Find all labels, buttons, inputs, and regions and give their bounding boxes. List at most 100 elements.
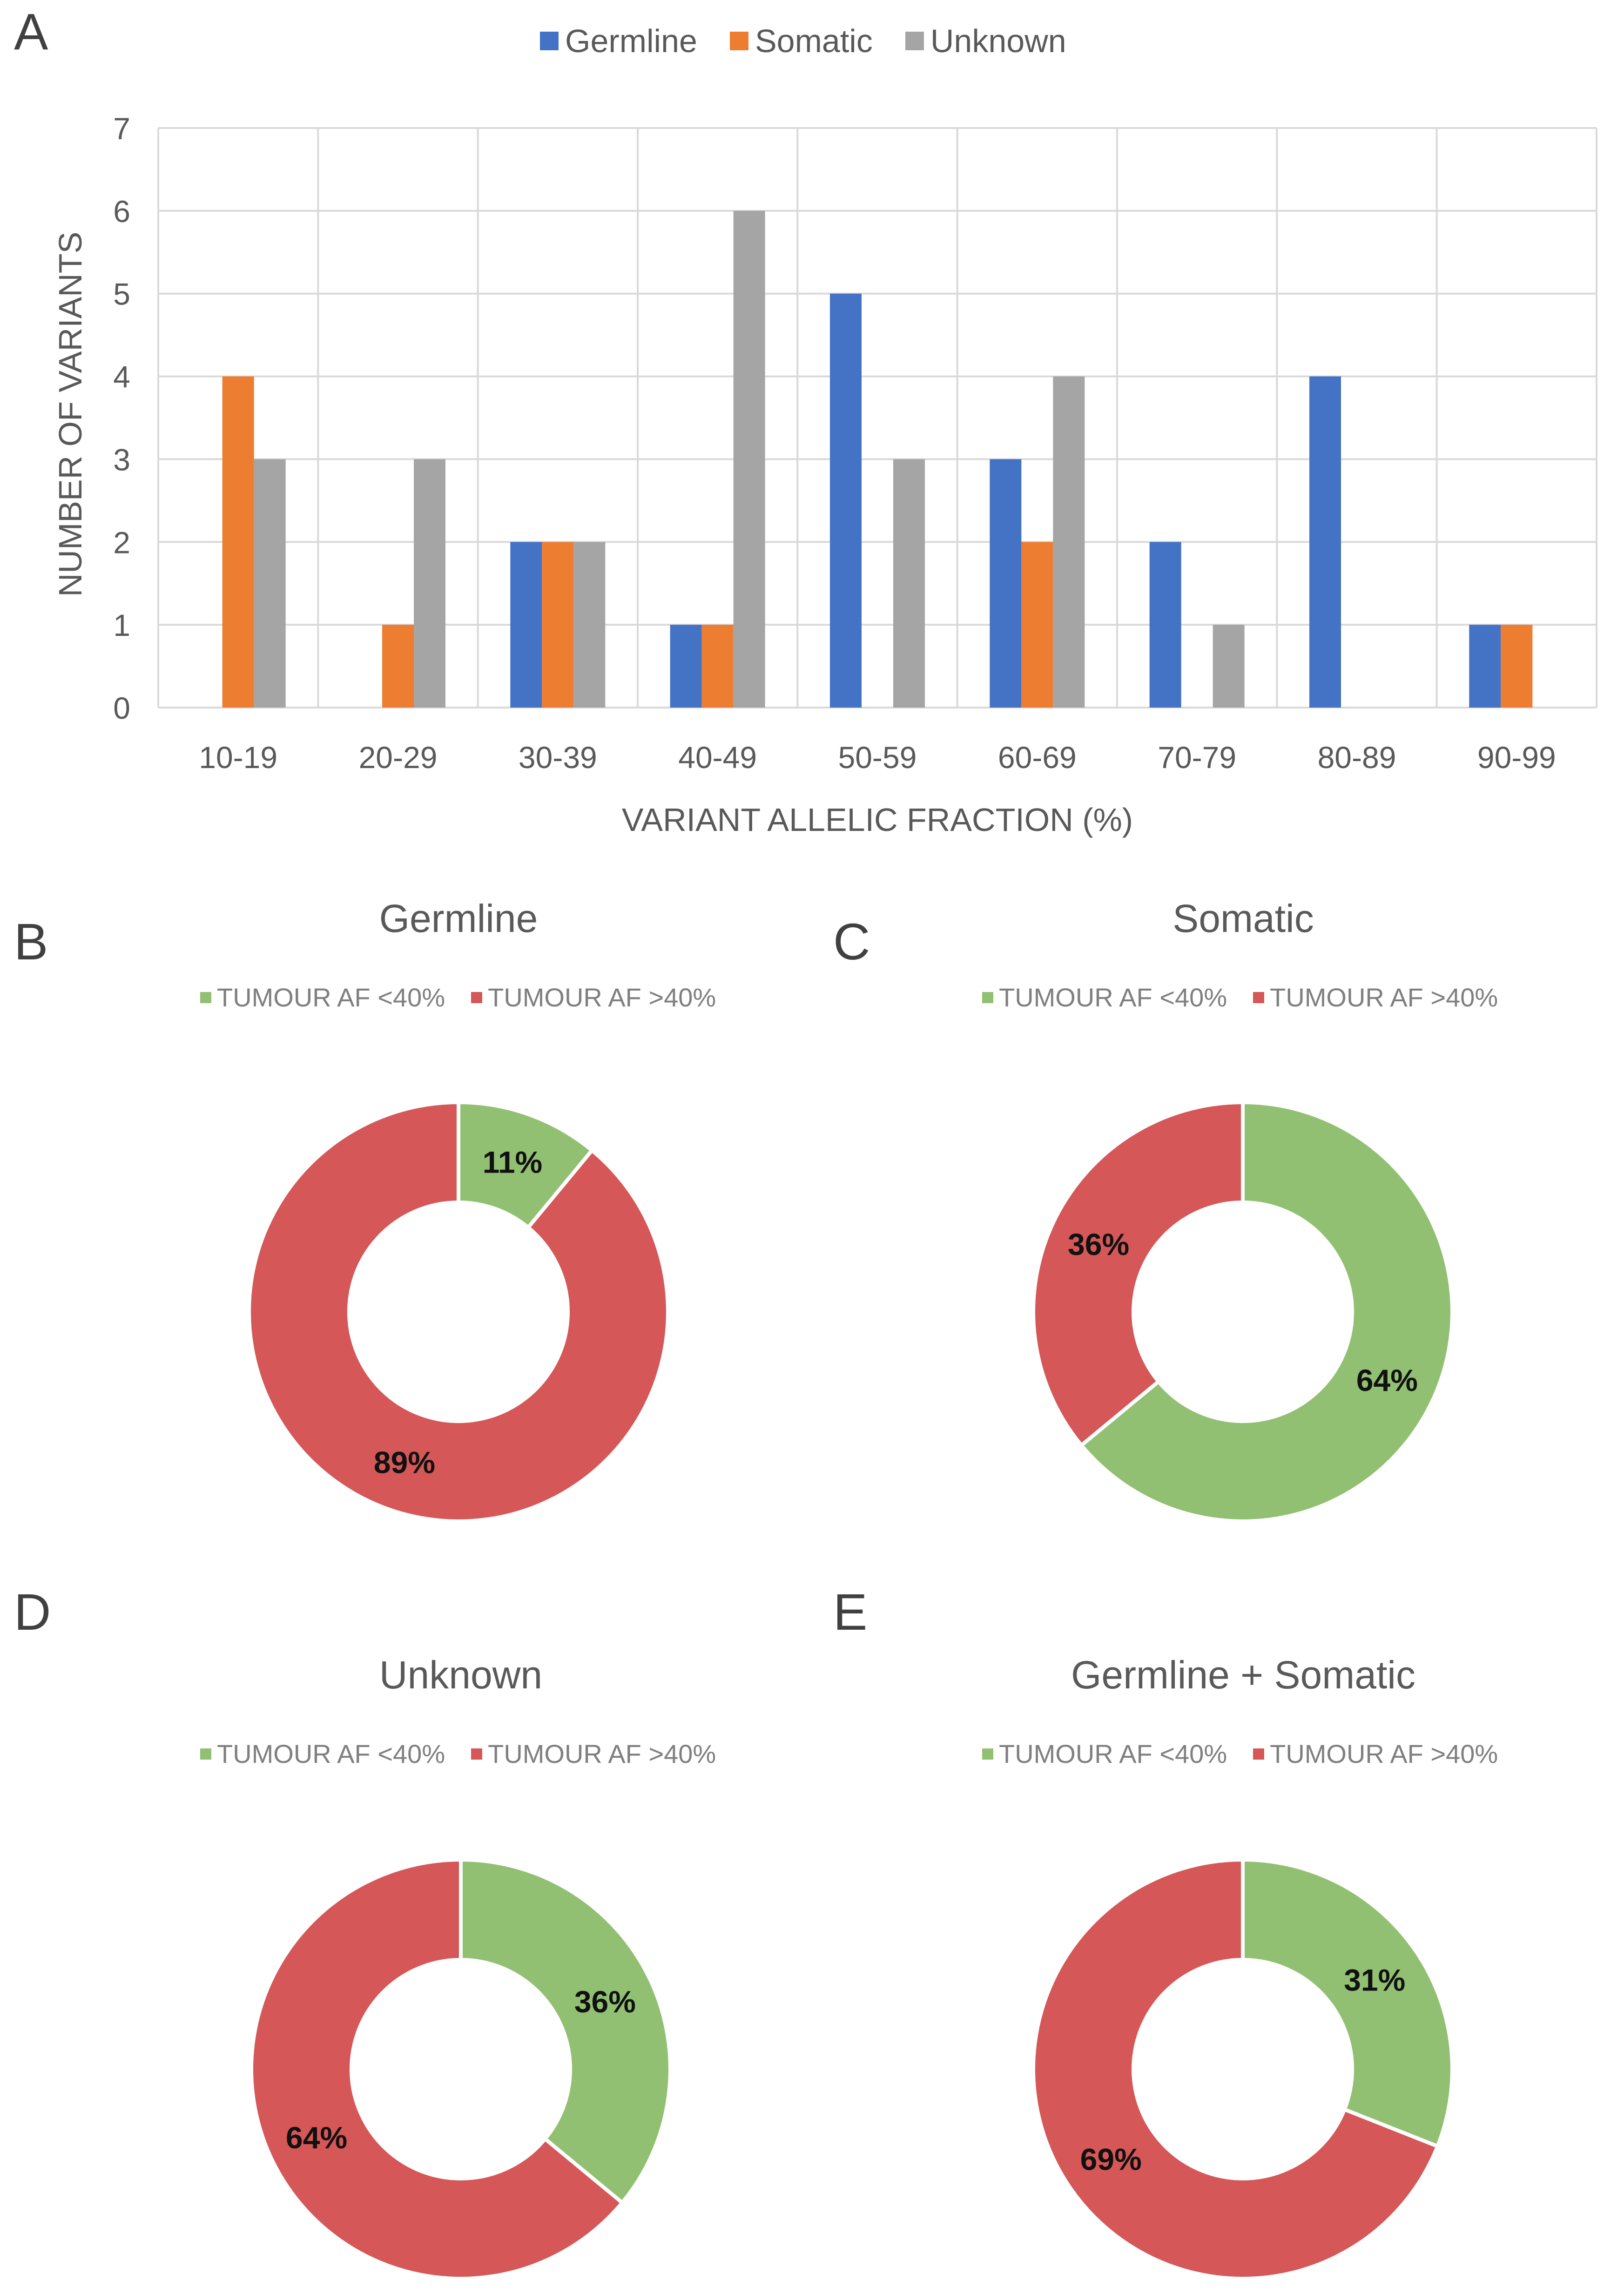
pie-title-somatic: Somatic [1173,897,1314,940]
pie-legend-item-low: TUMOUR AF <40% [200,982,445,1012]
bar-unknown [733,210,765,708]
pie-title-unknown: Unknown [379,1653,543,1697]
y-tick-label: 7 [113,111,130,146]
x-tick-label: 50-59 [838,740,917,775]
panel-letter-d: D [14,1584,51,1641]
x-axis-label: VARIANT ALLELIC FRACTION (%) [622,802,1133,838]
panel-letter-e: E [833,1584,868,1641]
bar-germline [510,542,542,708]
y-tick-label: 6 [113,194,130,229]
legend-swatch-high [471,1748,483,1760]
x-tick-label: 60-69 [998,740,1077,775]
donut-slice-af-high [1031,1857,1440,2281]
pie-legend-label-high: TUMOUR AF >40% [1270,983,1498,1012]
bar-germline [830,293,862,708]
legend-item-unknown: Unknown [905,22,1066,60]
bar-unknown [414,459,445,708]
pie-legend-item-high: TUMOUR AF >40% [1253,982,1498,1012]
panel-letter-c: C [833,913,870,971]
y-tick-label: 2 [113,525,130,560]
y-tick-label: 4 [113,360,130,394]
bar-somatic [542,542,574,708]
legend-item-somatic: Somatic [729,22,873,60]
pie-legend-unknown: TUMOUR AF <40% TUMOUR AF >40% [200,1739,716,1769]
bar-unknown [254,459,286,708]
pie-legend-germline-somatic: TUMOUR AF <40% TUMOUR AF >40% [982,1739,1498,1769]
x-tick-label: 30-39 [519,740,597,775]
donut-slice-af-low [459,1857,672,2206]
panel-letter-b: B [14,913,48,971]
legend-swatch-low [200,992,211,1003]
pie-title-germline: Germline [379,897,538,940]
donut-slice-af-low [1241,1857,1454,2149]
bar-somatic [222,376,254,708]
bar-germline [670,625,702,708]
bar-chart-ticks: 0 1 2 3 4 5 6 7 10-19 20-29 30-39 40-49 50-59 60-69 70… [113,111,1556,775]
pie-legend-label-low: TUMOUR AF <40% [217,1739,445,1768]
donut-data-label: 69% [1080,2142,1142,2177]
bar-germline [1469,625,1501,708]
legend-swatch-low [982,992,993,1003]
x-tick-label: 10-19 [199,740,277,775]
y-tick-label: 1 [113,608,130,642]
pie-legend-item-high: TUMOUR AF >40% [471,982,716,1012]
y-axis-label: NUMBER OF VARIANTS [52,232,88,597]
pie-legend-label-high: TUMOUR AF >40% [1270,1739,1498,1768]
donut-slice-af-high [247,1100,670,1523]
donut-slice-af-low [1078,1100,1454,1523]
bar-chart-grid [157,127,1597,708]
pie-legend-germline: TUMOUR AF <40% TUMOUR AF >40% [200,982,716,1012]
x-tick-label: 40-49 [678,740,757,775]
pie-legend-item-high: TUMOUR AF >40% [471,1739,716,1769]
x-tick-label: 90-99 [1477,740,1556,775]
legend-swatch-low [982,1748,993,1760]
pie-legend-label-low: TUMOUR AF <40% [999,1739,1227,1768]
legend-swatch-high [1253,1748,1265,1760]
legend-label-somatic: Somatic [755,23,873,59]
pie-legend-item-low: TUMOUR AF <40% [982,982,1227,1012]
legend-swatch-germline [540,32,559,50]
legend-swatch-somatic [729,32,748,50]
y-tick-label: 3 [113,442,130,477]
legend-label-germline: Germline [565,23,697,59]
panel-letter-a: A [14,3,48,61]
donut-data-label: 64% [1356,1363,1418,1397]
bar-chart-legend: Germline Somatic Unknown [540,22,1066,60]
legend-swatch-unknown [905,32,924,50]
bar-somatic [1501,625,1533,708]
pie-legend-item-high: TUMOUR AF >40% [1253,1739,1498,1769]
donut-data-label: 64% [286,2120,347,2155]
donut-data-label: 36% [1068,1227,1129,1262]
pie-legend-label-high: TUMOUR AF >40% [488,983,716,1012]
donut-data-label: 11% [483,1145,542,1180]
bar-chart: 0 1 2 3 4 5 6 7 10-19 20-29 30-39 40-49 50-59 60-69 70… [52,111,1597,838]
y-tick-label: 5 [113,277,130,311]
bar-unknown [573,542,606,708]
bar-unknown [1053,376,1085,708]
legend-swatch-low [200,1748,211,1760]
pie-legend-label-low: TUMOUR AF <40% [999,983,1227,1012]
pie-legend-somatic: TUMOUR AF <40% TUMOUR AF >40% [982,982,1498,1012]
bar-germline [990,459,1022,708]
bar-chart-bars [222,210,1533,708]
bar-somatic [382,625,414,708]
pie-legend-label-low: TUMOUR AF <40% [217,983,445,1012]
donut-slice-af-high [249,1857,625,2281]
bar-germline [1309,376,1341,708]
pie-legend-item-low: TUMOUR AF <40% [982,1739,1227,1769]
pie-title-germline-somatic: Germline + Somatic [1071,1653,1415,1697]
donut-data-label: 36% [574,1984,636,2019]
bar-unknown [893,459,925,708]
x-tick-label: 70-79 [1158,740,1236,775]
bar-germline [1149,542,1181,708]
donut-slice-af-high [1031,1100,1245,1448]
bar-somatic [1021,542,1053,708]
legend-item-germline: Germline [540,22,697,60]
donut-data-label: 89% [374,1445,435,1479]
x-tick-label: 20-29 [359,740,438,775]
pie-legend-item-low: TUMOUR AF <40% [200,1739,445,1769]
donut-slice-af-low [457,1100,595,1230]
